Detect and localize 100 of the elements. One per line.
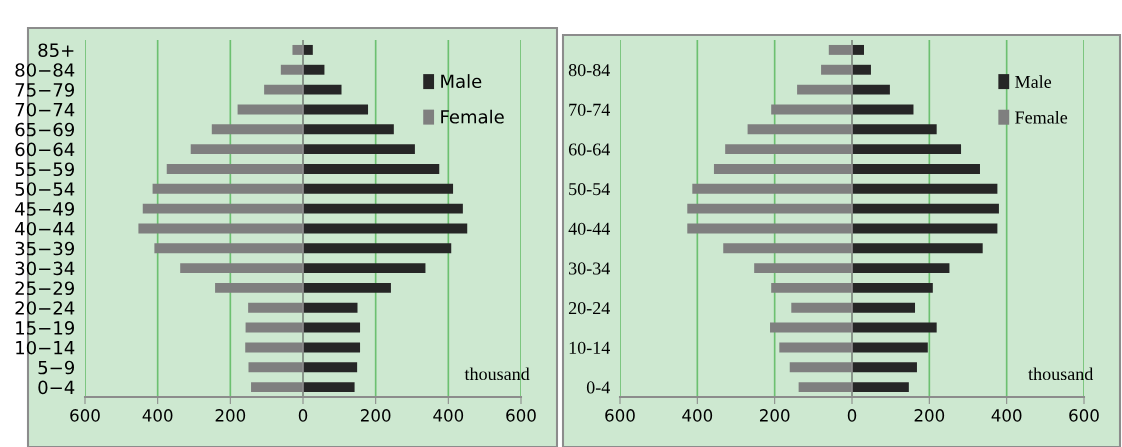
bar bbox=[852, 322, 937, 333]
x-tick-label: 600 bbox=[506, 409, 536, 422]
bar bbox=[303, 282, 391, 293]
y-tick-label: 50-54 bbox=[569, 183, 610, 196]
bar bbox=[852, 163, 980, 174]
x-tick-label: 200 bbox=[215, 409, 246, 422]
annotation: thousand bbox=[464, 367, 530, 381]
y-tick-label: 5−9 bbox=[38, 360, 75, 375]
bar bbox=[248, 362, 303, 373]
bar bbox=[852, 144, 962, 155]
bar bbox=[852, 124, 937, 135]
bar bbox=[828, 44, 852, 55]
bar bbox=[747, 124, 852, 135]
y-tick-label: 40−44 bbox=[15, 221, 75, 236]
bar bbox=[142, 203, 303, 214]
y-tick-label: 80-84 bbox=[568, 64, 610, 77]
bar bbox=[303, 44, 313, 55]
y-tick-label: 10-14 bbox=[569, 341, 610, 354]
bar bbox=[251, 382, 303, 393]
bar bbox=[687, 223, 852, 234]
legend-label: Male bbox=[1015, 75, 1052, 88]
bar bbox=[791, 302, 852, 313]
bar bbox=[303, 144, 415, 155]
bar bbox=[770, 322, 852, 333]
bar bbox=[303, 382, 355, 393]
bar bbox=[303, 322, 361, 333]
bar bbox=[303, 223, 468, 234]
y-tick-label: 70-74 bbox=[569, 103, 610, 116]
bar bbox=[303, 362, 358, 373]
x-tick-label: 400 bbox=[991, 409, 1022, 422]
bar bbox=[821, 64, 852, 75]
bar bbox=[211, 124, 303, 135]
bar bbox=[852, 263, 950, 274]
bar bbox=[152, 183, 303, 194]
bar bbox=[280, 64, 303, 75]
bar bbox=[180, 263, 303, 274]
annotation: thousand bbox=[1028, 367, 1094, 381]
x-tick-label: 0 bbox=[298, 409, 308, 422]
bar bbox=[852, 362, 917, 373]
bar bbox=[303, 84, 342, 95]
bar bbox=[797, 84, 852, 95]
x-tick-label: 200 bbox=[759, 409, 790, 422]
bar bbox=[303, 243, 452, 254]
x-tick-label: 600 bbox=[1069, 409, 1099, 422]
bar bbox=[852, 183, 998, 194]
bar bbox=[687, 203, 852, 214]
bar bbox=[852, 104, 914, 115]
bar bbox=[303, 302, 358, 313]
bar bbox=[303, 342, 361, 353]
bar bbox=[303, 64, 325, 75]
bar bbox=[798, 382, 852, 393]
bar bbox=[852, 302, 916, 313]
bar bbox=[852, 243, 983, 254]
bar bbox=[264, 84, 303, 95]
bar bbox=[303, 124, 394, 135]
bar bbox=[713, 163, 852, 174]
bar bbox=[852, 282, 933, 293]
y-tick-label: 85+ bbox=[38, 43, 74, 58]
bar bbox=[852, 382, 909, 393]
bar bbox=[852, 84, 890, 95]
bar bbox=[723, 243, 852, 254]
y-tick-label: 15−19 bbox=[16, 321, 75, 335]
bar bbox=[245, 342, 303, 353]
x-tick-label: 600 bbox=[605, 409, 635, 422]
y-tick-label: 0−4 bbox=[38, 380, 75, 395]
bar bbox=[754, 263, 852, 274]
y-tick-label: 70−74 bbox=[15, 102, 75, 117]
bar bbox=[237, 104, 303, 115]
legend-label: Female bbox=[1015, 110, 1068, 124]
y-tick-label: 0-4 bbox=[586, 381, 610, 394]
bar bbox=[852, 44, 864, 55]
y-tick-label: 80−84 bbox=[15, 63, 75, 77]
y-tick-label: 35−39 bbox=[15, 241, 75, 256]
legend-label: Male bbox=[441, 74, 482, 89]
x-tick-label: 400 bbox=[142, 409, 173, 422]
x-tick-label: 0 bbox=[847, 409, 857, 422]
bar bbox=[154, 243, 303, 254]
bar bbox=[303, 183, 454, 194]
y-tick-label: 30−34 bbox=[15, 261, 75, 276]
bar bbox=[166, 163, 303, 174]
x-tick-label: 200 bbox=[914, 409, 945, 422]
y-tick-label: 55−59 bbox=[15, 162, 75, 177]
bar bbox=[245, 322, 303, 333]
y-tick-label: 45−49 bbox=[15, 202, 75, 216]
bar bbox=[852, 223, 998, 234]
y-tick-label: 60−64 bbox=[15, 142, 75, 157]
y-tick-label: 75−79 bbox=[15, 83, 75, 97]
bar bbox=[303, 104, 369, 115]
y-tick-label: 40-44 bbox=[568, 222, 610, 235]
y-tick-label: 50−54 bbox=[15, 182, 75, 196]
bar bbox=[779, 342, 852, 353]
bar bbox=[692, 183, 852, 194]
bar bbox=[303, 263, 426, 274]
bar bbox=[789, 362, 852, 373]
bar bbox=[771, 282, 852, 293]
x-tick-label: 200 bbox=[360, 409, 391, 422]
x-tick-label: 600 bbox=[70, 409, 100, 422]
bar bbox=[292, 44, 303, 55]
x-tick-label: 400 bbox=[433, 409, 464, 422]
y-tick-label: 20−24 bbox=[15, 301, 75, 315]
